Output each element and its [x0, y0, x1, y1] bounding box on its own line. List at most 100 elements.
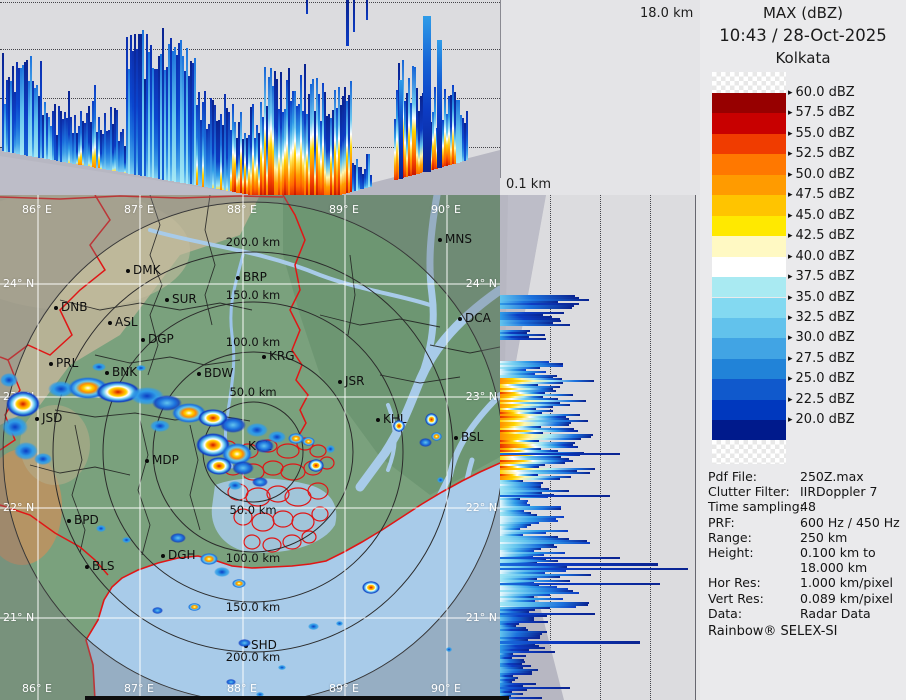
top-echo-bar [284, 109, 286, 195]
top-echo-bar [326, 116, 328, 195]
top-echo-bar [430, 122, 432, 171]
top-echo-bar [414, 67, 416, 175]
top-echo-bar [4, 103, 6, 152]
legend-color-cell [712, 256, 786, 278]
side-echo-bar [500, 446, 579, 448]
top-echo-bar [32, 81, 34, 157]
top-echo-bar [362, 174, 364, 189]
side-echo-bar [500, 611, 530, 613]
city-label: BSL [461, 430, 484, 444]
longitude-label: 89° E [329, 682, 359, 695]
top-echo-bar [164, 70, 166, 180]
top-echo-bar [366, 154, 368, 188]
map-echo-cell [0, 373, 18, 387]
top-echo-bar [44, 101, 46, 159]
longitude-label: 87° E [124, 682, 154, 695]
side-echo-bar [500, 615, 548, 617]
top-echo-bar [296, 105, 298, 195]
legend-dbz-value: 50.0 dBZ [795, 166, 855, 182]
top-echo-bar [202, 101, 204, 187]
map-echo-cell [246, 423, 268, 437]
top-echo-bar [322, 82, 324, 195]
top-echo-bar [352, 162, 354, 192]
side-echo-bar [500, 408, 536, 410]
top-echo-bar [266, 106, 268, 195]
metadata-row: Data: Radar Data [708, 606, 904, 621]
top-echo-bar [368, 154, 370, 188]
side-echo-bar [500, 584, 539, 586]
top-echo-bar [348, 94, 350, 193]
legend-color-cell [712, 72, 786, 93]
metadata-row: Vert Res: 0.089 km/pixel [708, 591, 904, 606]
side-echo-bar [500, 299, 590, 301]
legend-color-cell [712, 297, 786, 318]
top-echo-bar [78, 125, 80, 165]
legend-dbz-label: ▸ 55.0 dBZ [788, 126, 855, 141]
top-echo-bar [354, 164, 356, 192]
city-label: SUR [172, 292, 197, 306]
city-label: BLS [92, 559, 115, 573]
metadata-row: Hor Res: 1.000 km/pixel [708, 575, 904, 590]
top-echo-bar [204, 90, 206, 187]
longitude-label: 86° E [22, 682, 52, 695]
top-echo-bar [40, 61, 42, 159]
top-echo-bar [20, 67, 22, 155]
top-echo-bar [306, 0, 308, 14]
top-echo-bar [236, 138, 238, 193]
side-echo-bar [500, 502, 527, 504]
side-echo-bar [500, 558, 547, 560]
side-echo-bar [500, 386, 561, 388]
side-echo-bar [500, 667, 523, 669]
side-echo-bar [500, 574, 592, 576]
top-echo-bar [408, 78, 410, 177]
top-echo-bar [286, 80, 288, 195]
side-echo-bar [500, 394, 573, 396]
side-echo-bar [500, 414, 580, 416]
side-echo-bar [500, 596, 534, 598]
city-marker-dot [161, 554, 165, 558]
top-echo-bar [454, 92, 456, 164]
top-echo-bar [448, 95, 450, 166]
top-echo-bar [118, 141, 120, 172]
top-echo-bar [146, 33, 148, 177]
side-echo-bar [500, 462, 565, 464]
map-echo-cell [170, 533, 186, 543]
top-echo-bar [404, 101, 406, 178]
top-echo-bar [14, 92, 16, 154]
filler-area [500, 0, 706, 195]
top-echo-bar [178, 42, 180, 183]
top-echo-bar [353, 0, 355, 32]
top-echo-bar [184, 71, 186, 184]
side-echo-bar [500, 526, 527, 528]
legend-dbz-value: 57.5 dBZ [795, 105, 855, 121]
city-marker-dot [438, 238, 442, 242]
side-echo-bar [500, 655, 526, 657]
side-echo-bar [500, 422, 571, 424]
top-echo-bar [254, 138, 256, 195]
side-echo-bar [500, 645, 539, 647]
city-marker-dot [145, 459, 149, 463]
side-echo-bar [500, 649, 529, 651]
legend-tick-arrow: ▸ [788, 374, 793, 385]
top-echo-bar [318, 93, 320, 195]
top-echo-bar [232, 104, 234, 192]
map-echo-cell [268, 431, 286, 443]
top-echo-bar [36, 85, 38, 158]
top-echo-bar [104, 113, 106, 170]
map-echo-cell [150, 420, 170, 432]
side-echo-bar [500, 659, 524, 661]
side-echo-bar [500, 314, 543, 316]
side-echo-bar [500, 671, 532, 673]
side-echo-bar [500, 488, 550, 490]
map-echo-cell [302, 437, 315, 446]
top-echo-bar [82, 121, 84, 166]
city-marker-dot [338, 380, 342, 384]
metadata-row: Clutter Filter: IIRDoppler 7 [708, 484, 904, 499]
top-profile-echoes [0, 0, 500, 195]
top-echo-bar [432, 112, 434, 170]
city-label: BDW [204, 366, 234, 380]
side-echo-bar [500, 490, 569, 492]
top-echo-bar [358, 167, 360, 191]
side-echo-streak [500, 563, 658, 566]
top-echo-bar [442, 119, 444, 167]
